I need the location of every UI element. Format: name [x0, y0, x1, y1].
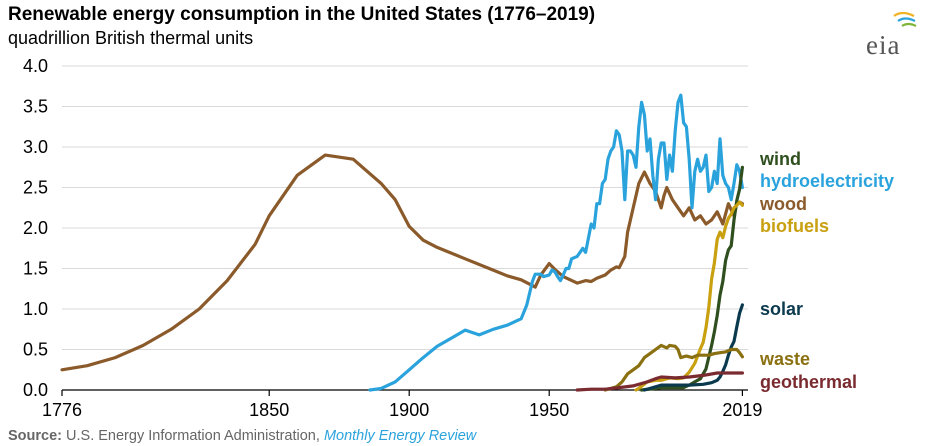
y-tick-label: 2.5	[23, 178, 48, 198]
y-tick-label: 0.0	[23, 380, 48, 400]
eia-logo-text: eia	[866, 30, 901, 60]
series-line-wood	[60, 153, 744, 372]
eia-sun-arc-icon	[893, 12, 917, 27]
series-line-hydroelectricity	[368, 93, 744, 392]
legend-label-wind: wind	[759, 149, 801, 169]
y-tick-label: 1.5	[23, 259, 48, 279]
x-tick-label: 1850	[249, 400, 289, 420]
gridlines	[62, 65, 748, 350]
eia-logo: eia	[860, 12, 930, 60]
series-line-wind	[640, 165, 744, 392]
y-tick-label: 3.5	[23, 97, 48, 117]
source-publication[interactable]: Monthly Energy Review	[323, 428, 477, 444]
legend-label-biofuels: biofuels	[760, 216, 829, 236]
y-tick-label: 0.5	[23, 340, 48, 360]
source-org: U.S. Energy Information Administration,	[66, 428, 320, 444]
chart-title: Renewable energy consumption in the Unit…	[8, 4, 596, 25]
y-tick-label: 3.0	[23, 137, 48, 157]
series-line-geothermal	[575, 371, 744, 392]
source-note: Source: U.S. Energy Information Administ…	[8, 427, 476, 445]
legend-label-geothermal: geothermal	[760, 372, 857, 392]
y-tick-label: 2.0	[23, 218, 48, 238]
x-tick-label: 1900	[389, 400, 429, 420]
y-tick-label: 1.0	[23, 299, 48, 319]
series-line-biofuels	[634, 200, 744, 392]
legend-label-hydroelectricity: hydroelectricity	[760, 171, 894, 191]
series-lines	[60, 93, 744, 392]
x-tick-label: 1776	[42, 400, 82, 420]
y-tick-label: 4.0	[23, 56, 48, 76]
legend-label-solar: solar	[760, 299, 803, 319]
chart-subtitle: quadrillion British thermal units	[8, 28, 254, 48]
x-tick-label: 1950	[529, 400, 569, 420]
legend-label-waste: waste	[759, 349, 810, 369]
x-tick-label: 2019	[722, 400, 762, 420]
axes: 0.0 0.5 1.0 1.5 2.0 2.5 3.0 3.5 4.0 1776 1850 1900 1…	[23, 56, 762, 420]
series-line-waste	[603, 343, 744, 392]
legend-label-wood: wood	[759, 194, 807, 214]
source-label: Source:	[8, 428, 62, 444]
